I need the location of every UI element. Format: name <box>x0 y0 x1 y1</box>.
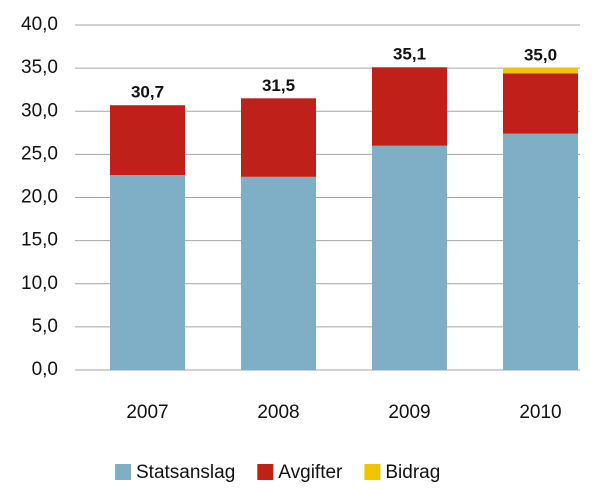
total-label: 31,5 <box>262 76 295 95</box>
y-tick-label: 30,0 <box>21 100 58 121</box>
legend-swatch <box>115 464 131 480</box>
bar-segment <box>372 145 447 370</box>
bar-segment <box>241 176 316 370</box>
total-label: 30,7 <box>131 83 164 102</box>
bar-segment <box>110 105 185 176</box>
legend-label: Avgifter <box>278 462 343 483</box>
x-tick-label: 2009 <box>388 402 430 423</box>
bar-segment <box>503 73 578 134</box>
y-tick-label: 10,0 <box>21 273 58 294</box>
y-tick-label: 35,0 <box>21 57 58 78</box>
y-tick-label: 20,0 <box>21 187 58 208</box>
legend-label: Statsanslag <box>136 462 235 483</box>
legend-label: Bidrag <box>385 462 440 483</box>
total-label: 35,1 <box>393 45 426 64</box>
total-label: 35,0 <box>524 46 557 65</box>
legend-swatch <box>364 464 381 480</box>
y-tick-label: 5,0 <box>32 316 58 337</box>
x-tick-label: 2007 <box>126 402 168 423</box>
bar-segment <box>503 68 578 74</box>
bar-segment <box>503 133 578 370</box>
y-tick-label: 25,0 <box>21 143 58 164</box>
bar-segment <box>241 98 316 177</box>
legend-swatch <box>257 464 274 480</box>
y-tick-label: 15,0 <box>21 230 58 251</box>
bar-segment <box>110 175 185 370</box>
bar-segment <box>372 67 447 146</box>
y-tick-label: 40,0 <box>21 14 58 35</box>
x-tick-label: 2008 <box>257 402 299 423</box>
y-tick-label: 0,0 <box>32 359 58 380</box>
x-tick-label: 2010 <box>519 402 561 423</box>
